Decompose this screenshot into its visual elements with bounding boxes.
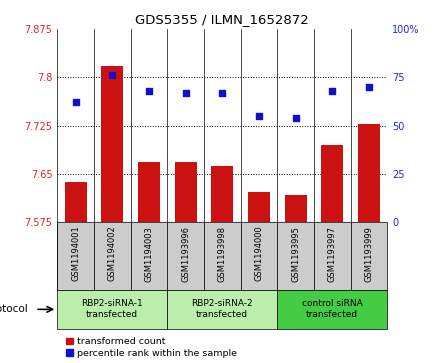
Bar: [314, 223, 351, 290]
Bar: [65, 182, 87, 223]
Bar: [167, 223, 204, 290]
Bar: [285, 195, 307, 223]
Bar: [167, 290, 277, 329]
Point: [329, 88, 336, 94]
Bar: [204, 223, 241, 290]
Bar: [131, 223, 167, 290]
Text: GSM1193995: GSM1193995: [291, 226, 300, 282]
Bar: [248, 192, 270, 223]
Bar: [277, 290, 387, 329]
Point: [72, 99, 79, 105]
Text: GSM1193998: GSM1193998: [218, 226, 227, 282]
Bar: [101, 66, 123, 223]
Bar: [57, 290, 167, 329]
Text: control siRNA
transfected: control siRNA transfected: [302, 299, 363, 319]
Bar: [241, 223, 277, 290]
Legend: transformed count, percentile rank within the sample: transformed count, percentile rank withi…: [62, 333, 241, 362]
Bar: [277, 223, 314, 290]
Bar: [321, 145, 343, 223]
Point: [365, 84, 372, 90]
Point: [182, 90, 189, 96]
Point: [292, 115, 299, 121]
Text: GSM1194003: GSM1194003: [144, 226, 154, 282]
Text: GSM1193997: GSM1193997: [328, 226, 337, 282]
Bar: [351, 223, 387, 290]
Text: GSM1194000: GSM1194000: [254, 226, 264, 281]
Text: RBP2-siRNA-2
transfected: RBP2-siRNA-2 transfected: [191, 299, 253, 319]
Point: [255, 113, 262, 119]
Text: protocol: protocol: [0, 304, 28, 314]
Point: [219, 90, 226, 96]
Title: GDS5355 / ILMN_1652872: GDS5355 / ILMN_1652872: [136, 13, 309, 26]
Point: [145, 88, 152, 94]
Text: GSM1193996: GSM1193996: [181, 226, 190, 282]
Bar: [138, 162, 160, 223]
Text: RBP2-siRNA-1
transfected: RBP2-siRNA-1 transfected: [81, 299, 143, 319]
Bar: [57, 223, 94, 290]
Text: GSM1194001: GSM1194001: [71, 226, 80, 281]
Bar: [358, 124, 380, 223]
Text: GSM1193999: GSM1193999: [364, 226, 374, 282]
Bar: [211, 166, 233, 223]
Text: GSM1194002: GSM1194002: [108, 226, 117, 281]
Point: [109, 73, 116, 78]
Bar: [175, 162, 197, 223]
Bar: [94, 223, 131, 290]
